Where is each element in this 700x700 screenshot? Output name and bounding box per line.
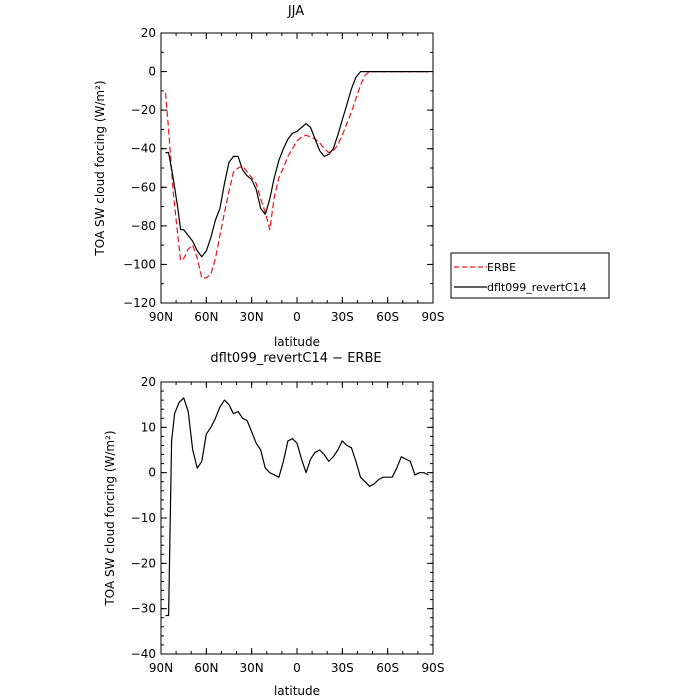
top-x-tick-label: 90S — [422, 310, 445, 324]
top-axis-ticks — [160, 32, 434, 304]
top-y-tick-label: −80 — [131, 219, 156, 233]
bottom-x-tick-label: 30S — [331, 661, 354, 675]
top-y-tick-labels: −120 −100 −80 −60 −40 −20 0 20 — [123, 26, 156, 310]
top-series-line-erbe — [164, 70, 429, 279]
top-chart-title: JJA — [287, 4, 304, 19]
bottom-y-tick-labels: −40 −30 −20 −10 0 10 20 — [131, 375, 156, 661]
top-x-tick-label: 30N — [240, 310, 264, 324]
bottom-x-axis-label: latitude — [274, 684, 320, 698]
top-x-tick-label: 90N — [149, 310, 173, 324]
bottom-y-tick-label: −10 — [131, 511, 156, 525]
bottom-y-tick-label: −40 — [131, 647, 156, 661]
legend-box — [450, 252, 610, 299]
top-x-axis-label: latitude — [274, 335, 320, 349]
bottom-x-tick-label: 60S — [376, 661, 399, 675]
top-y-tick-label: 20 — [141, 26, 156, 40]
top-chart: JJA −120 −100 −80 −60 −40 −20 0 20 90N 60N 30N 0 30… — [93, 4, 444, 349]
bottom-y-tick-label: −30 — [131, 602, 156, 616]
bottom-series-lines — [165, 397, 429, 617]
bottom-series-line-difference — [165, 397, 429, 617]
legend-model-label: dflt099_revertC14 — [487, 281, 587, 294]
top-x-tick-label: 60S — [376, 310, 399, 324]
bottom-x-tick-labels: 90N 60N 30N 0 30S 60S 90S — [149, 661, 445, 675]
top-y-tick-label: 0 — [148, 65, 156, 79]
top-x-tick-label: 60N — [194, 310, 218, 324]
top-y-tick-label: −20 — [131, 103, 156, 117]
top-y-tick-label: −60 — [131, 180, 156, 194]
bottom-y-tick-label: 20 — [141, 375, 156, 389]
bottom-y-axis-label: TOA SW cloud forcing (W/m²) — [103, 430, 117, 606]
bottom-x-tick-label: 90S — [422, 661, 445, 675]
top-series-line-dflt099-revertc14 — [165, 70, 429, 258]
bottom-x-tick-label: 30N — [240, 661, 264, 675]
top-x-tick-label: 30S — [331, 310, 354, 324]
top-plot-frame — [160, 32, 434, 304]
top-series-lines — [164, 70, 429, 279]
top-y-tick-label: −120 — [123, 296, 156, 310]
legend-erbe-label: ERBE — [487, 261, 516, 274]
bottom-y-tick-label: 0 — [148, 466, 156, 480]
top-x-tick-labels: 90N 60N 30N 0 30S 60S 90S — [149, 310, 445, 324]
bottom-chart-title: dflt099_revertC14 − ERBE — [210, 351, 381, 366]
bottom-x-tick-label: 60N — [194, 661, 218, 675]
top-y-tick-label: −100 — [123, 257, 156, 271]
top-x-tick-label: 0 — [293, 310, 301, 324]
bottom-axis-ticks — [160, 381, 434, 655]
top-y-tick-label: −40 — [131, 142, 156, 156]
legend: ERBE dflt099_revertC14 — [450, 252, 610, 299]
bottom-x-tick-label: 0 — [293, 661, 301, 675]
bottom-plot-frame — [160, 381, 434, 655]
bottom-x-tick-label: 90N — [149, 661, 173, 675]
bottom-y-tick-label: −20 — [131, 556, 156, 570]
bottom-chart: dflt099_revertC14 − ERBE −40 −30 −20 −10 0 10… — [103, 351, 444, 698]
top-y-axis-label: TOA SW cloud forcing (W/m²) — [93, 80, 107, 256]
bottom-y-tick-label: 10 — [141, 420, 156, 434]
